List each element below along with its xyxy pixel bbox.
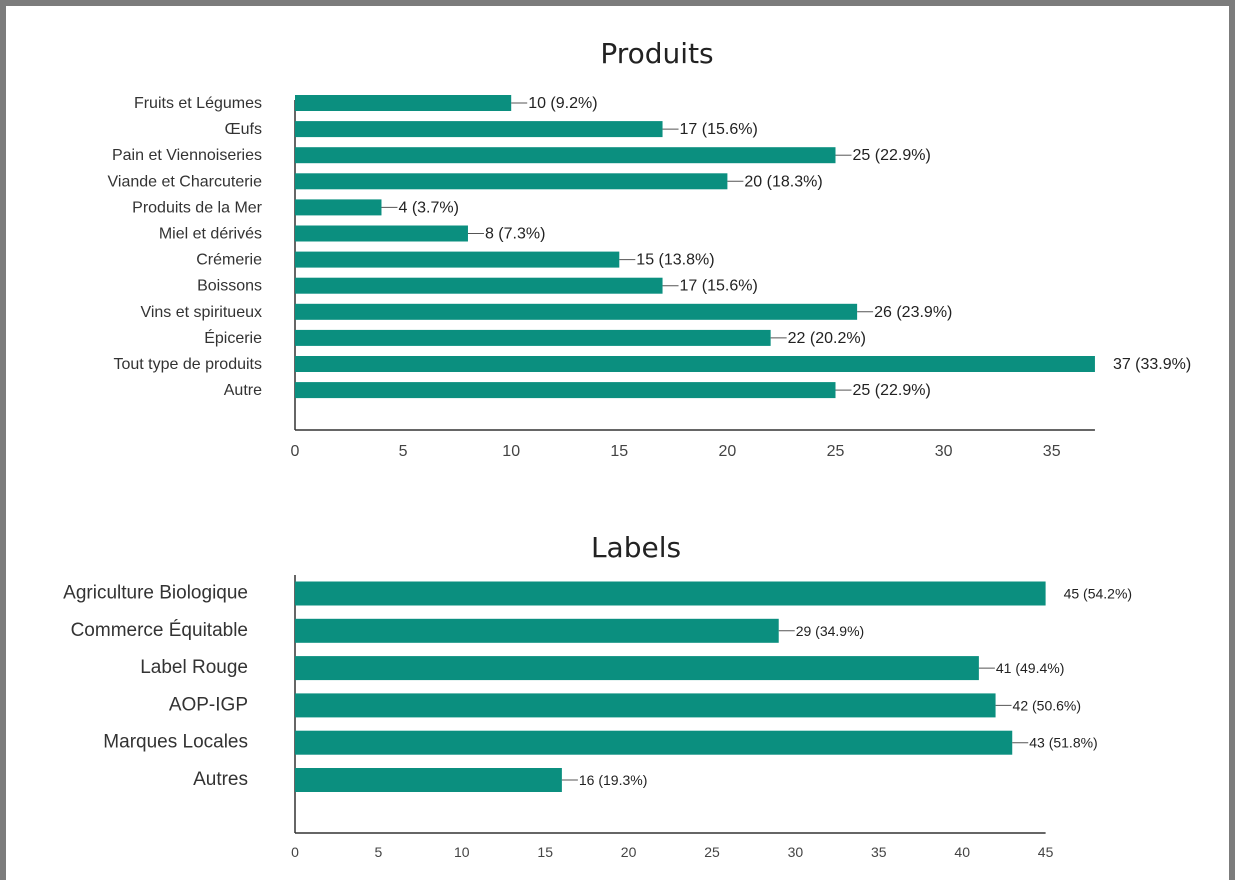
prod-data-label: 22 (20.2%) [788,330,866,347]
label-category-label: Label Rouge [140,657,248,678]
prod-data-label: 17 (15.6%) [680,121,758,138]
label-data-label: 45 (54.2%) [1064,586,1132,602]
label-bar [295,693,996,718]
label-x-tick-label: 0 [291,844,299,860]
label-x-tick-label: 20 [621,844,637,860]
chart-title-products: Produits [600,37,713,70]
prod-data-label: 4 (3.7%) [398,199,458,216]
prod-category-label: Tout type de produits [113,356,262,373]
label-category-label: Marques Locales [103,732,248,753]
prod-category-label: Épicerie [204,328,262,347]
prod-x-tick-label: 25 [827,443,845,460]
label-x-tick-label: 45 [1038,844,1054,860]
prod-category-label: Produits de la Mer [132,199,263,216]
label-data-label: 41 (49.4%) [996,660,1064,676]
prod-bar [295,277,663,294]
prod-data-label: 37 (33.9%) [1113,356,1191,373]
prod-x-tick-label: 10 [502,443,520,460]
prod-bar [295,173,728,190]
prod-category-label: Miel et dérivés [159,226,262,243]
prod-category-label: Crémerie [196,252,262,269]
prod-data-label: 26 (23.9%) [874,304,952,321]
prod-category-label: Boissons [197,278,262,295]
label-data-label: 43 (51.8%) [1029,735,1097,751]
label-x-tick-label: 25 [704,844,720,860]
prod-category-label: Fruits et Légumes [134,95,262,112]
label-category-label: AOP-IGP [169,694,248,715]
label-x-tick-label: 10 [454,844,470,860]
label-category-label: Autres [193,769,248,790]
prod-data-label: 25 (22.9%) [853,382,931,399]
prod-data-label: 25 (22.9%) [853,147,931,164]
label-category-label: Commerce Équitable [71,620,248,641]
prod-x-tick-label: 0 [291,443,300,460]
prod-bar [295,303,858,320]
label-data-label: 42 (50.6%) [1013,697,1081,713]
prod-bar [295,225,468,242]
prod-category-label: Œufs [225,121,262,138]
label-bar [295,581,1046,606]
prod-x-tick-label: 20 [719,443,737,460]
prod-x-tick-label: 15 [610,443,628,460]
prod-x-tick-label: 35 [1043,443,1061,460]
label-data-label: 16 (19.3%) [579,772,647,788]
prod-bar [295,382,836,399]
prod-bar [295,95,512,111]
label-category-label: Agriculture Biologique [63,583,248,604]
label-x-tick-label: 40 [954,844,970,860]
prod-x-tick-label: 5 [399,443,408,460]
label-data-label: 29 (34.9%) [796,623,864,639]
prod-bar [295,199,382,216]
label-bar [295,618,779,643]
label-x-tick-label: 5 [375,844,383,860]
chart-products: Produits 0 5 10 15 20 25 30 35 Fruits et Légumes… [108,37,1192,460]
label-x-tick-label: 30 [788,844,804,860]
label-bar [295,730,1013,755]
prod-data-label: 8 (7.3%) [485,226,545,243]
prod-category-label: Autre [224,382,262,399]
prod-category-label: Viande et Charcuterie [108,173,263,190]
label-bar [295,656,979,681]
prod-bar [295,147,836,164]
prod-bar [295,121,663,138]
prod-bar [295,329,771,346]
prod-x-tick-label: 30 [935,443,953,460]
prod-category-label: Vins et spiritueux [140,304,262,321]
prod-bar [295,251,620,268]
label-x-tick-label: 15 [537,844,553,860]
prod-data-label: 17 (15.6%) [680,278,758,295]
label-bar [295,768,562,792]
chart-labels: Labels 0 5 10 15 20 25 30 35 40 45 Agriculture Bio… [63,531,1132,860]
prod-data-label: 10 (9.2%) [528,95,597,112]
prod-data-label: 15 (13.8%) [636,252,714,269]
prod-data-label: 20 (18.3%) [744,173,822,190]
prod-bar [295,356,1095,372]
chart-title-labels: Labels [591,531,681,564]
label-x-tick-label: 35 [871,844,887,860]
prod-category-label: Pain et Viennoiseries [112,147,262,164]
